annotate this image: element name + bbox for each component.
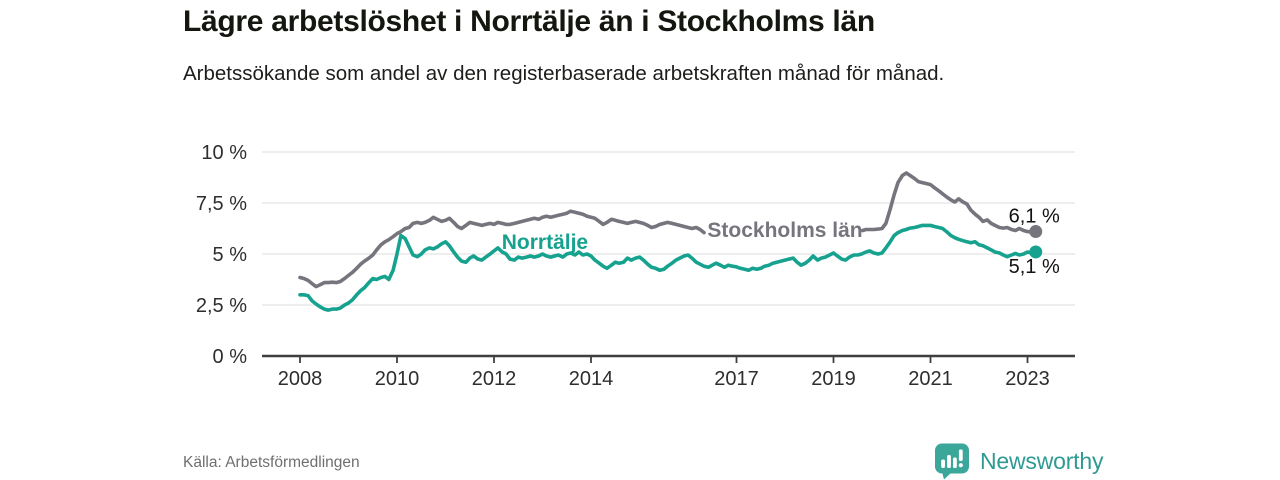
series-line-stockholms-lan [860,171,1038,234]
series-line-stockholms-lan [298,209,706,289]
page-title: Lägre arbetslöshet i Norrtälje än i Stoc… [183,5,875,38]
x-tick-label: 2017 [714,368,759,390]
x-tick-label: 2008 [278,368,323,390]
series-inline-label: Stockholms län [707,219,862,242]
newsworthy-logo-icon [935,443,969,480]
y-tick-label: 7,5 % [196,193,247,215]
series-end-dot [1029,225,1043,239]
x-tick-label: 2010 [375,368,420,390]
brand-name: Newsworthy [980,447,1104,474]
series-end-value-label: 5,1 % [1009,256,1060,278]
y-tick-label: 5 % [213,244,248,266]
source-note: Källa: Arbetsförmedlingen [183,454,360,471]
y-tick-label: 2,5 % [196,295,247,317]
x-tick-label: 2023 [1005,368,1050,390]
series-inline-label: Norrtälje [502,231,588,254]
x-tick-label: 2012 [472,368,517,390]
series-line-norrtalje [298,223,1038,312]
brand-logo: Newsworthy [933,442,1103,480]
x-tick-label: 2019 [811,368,856,390]
series-end-value-label: 6,1 % [1009,206,1060,228]
series-end-dot [1029,245,1043,259]
y-tick-label: 0 % [213,346,248,368]
y-tick-label: 10 % [201,142,247,164]
x-tick-label: 2014 [569,368,614,390]
chart-subtitle: Arbetssökande som andel av den registerb… [183,62,945,85]
x-tick-label: 2021 [908,368,953,390]
